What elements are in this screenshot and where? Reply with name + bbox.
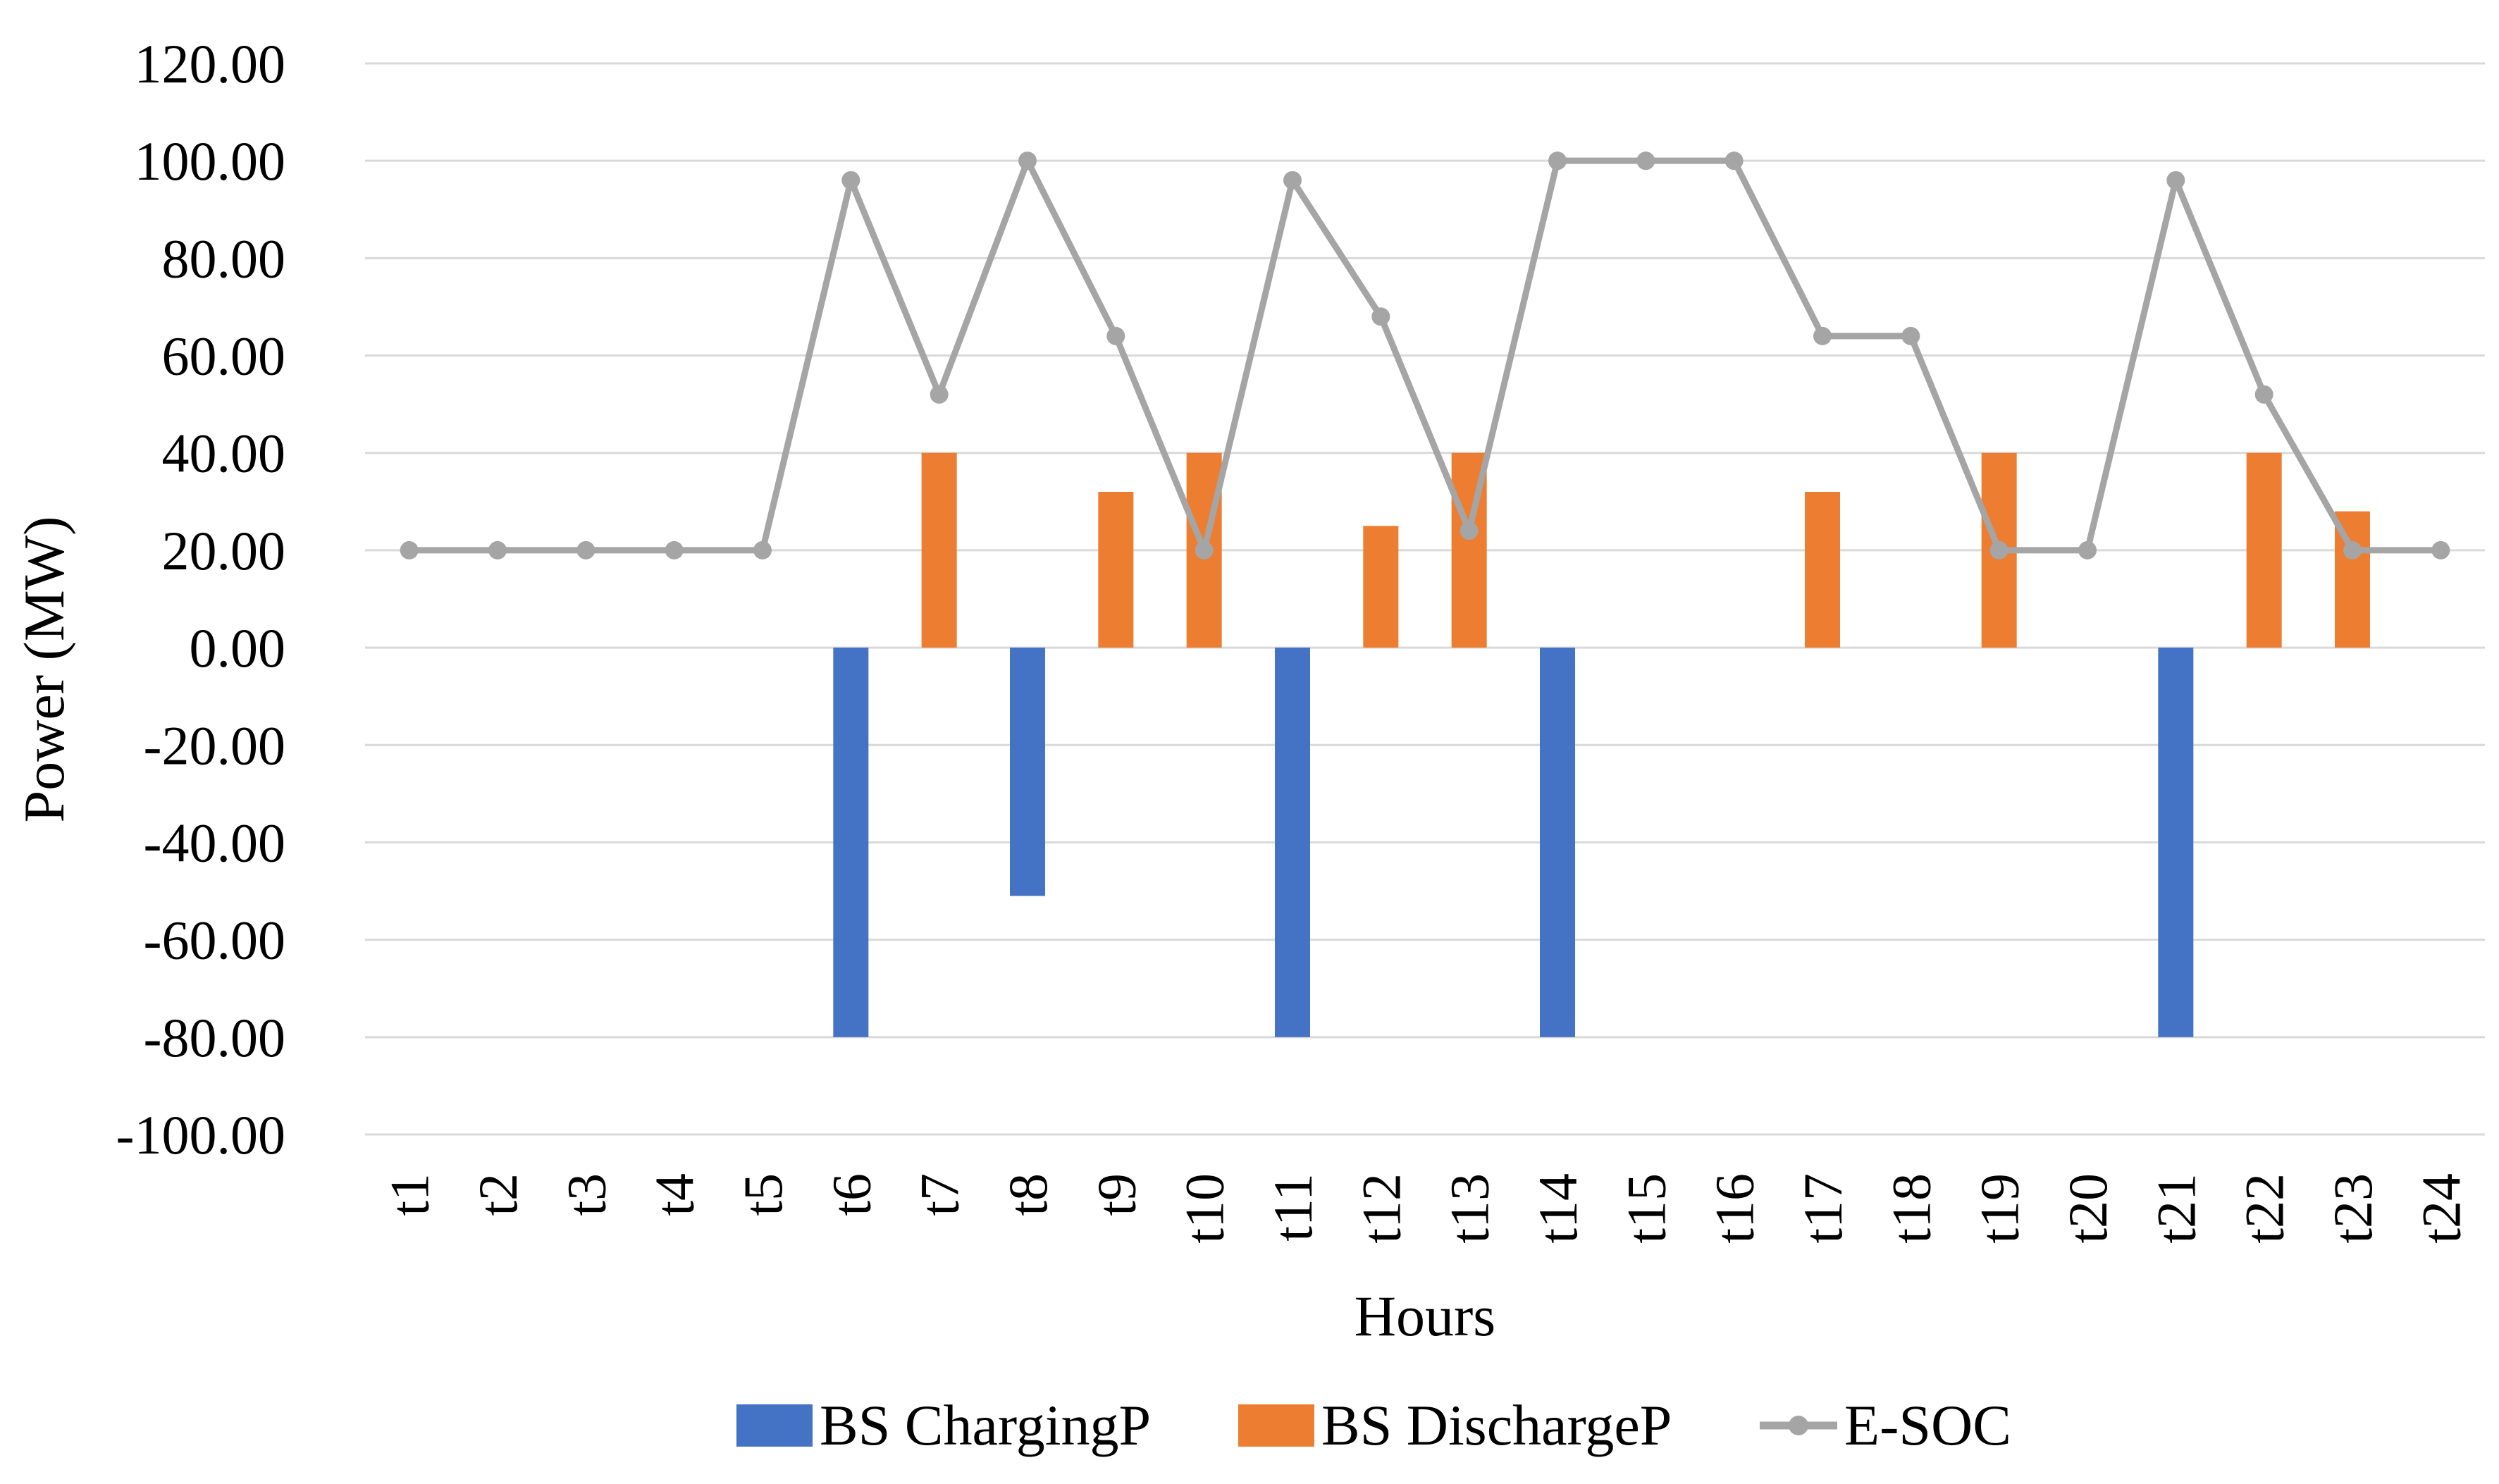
legend-swatch-discharge [1238, 1404, 1314, 1447]
esoc-point [1460, 521, 1479, 540]
x-tick-label: t6 [820, 1173, 882, 1216]
x-tick-label: t12 [1350, 1173, 1412, 1244]
esoc-point [1195, 540, 1214, 559]
esoc-point [1901, 326, 1920, 345]
x-tick-label: t15 [1615, 1173, 1677, 1244]
y-tick-label: 80.00 [162, 228, 286, 289]
esoc-point [1636, 152, 1655, 171]
y-tick-label: 120.00 [135, 33, 286, 94]
legend-swatch-esoc-marker [1789, 1416, 1808, 1435]
bars [833, 452, 2370, 1037]
y-tick-label: -60.00 [144, 910, 285, 971]
x-tick-label: t22 [2234, 1173, 2295, 1244]
x-tick-label: t10 [1174, 1173, 1235, 1244]
x-tick-label: t23 [2322, 1173, 2383, 1244]
esoc-point [753, 540, 772, 559]
esoc-point [930, 385, 949, 404]
esoc-point [1018, 152, 1037, 171]
charging-bar [1010, 648, 1045, 896]
esoc-point [1989, 540, 2009, 559]
esoc-point [2166, 171, 2185, 190]
x-tick-label: t24 [2410, 1173, 2472, 1244]
legend-label-charging: BS ChargingP [820, 1393, 1151, 1457]
esoc-point [1813, 326, 1832, 345]
discharge-bar [921, 452, 957, 648]
charging-bar [2158, 648, 2194, 1037]
x-tick-label: t5 [732, 1173, 794, 1216]
esoc-point [1548, 152, 1567, 171]
x-tick-label: t21 [2145, 1173, 2207, 1244]
esoc-point [2254, 385, 2273, 404]
legend: BS ChargingP BS DischargeP E-SOC [736, 1393, 2011, 1457]
x-tick-label: t1 [379, 1173, 440, 1216]
discharge-bar [1805, 492, 1840, 648]
y-tick-label: -20.00 [144, 715, 285, 776]
legend-swatch-charging [736, 1404, 813, 1447]
legend-label-esoc: E-SOC [1844, 1393, 2011, 1457]
x-tick-label: t13 [1439, 1173, 1500, 1244]
y-axis-ticks: 120.00 100.00 80.00 60.00 40.00 20.00 0.00 -20.… [116, 33, 285, 1165]
x-tick-label: t19 [1969, 1173, 2030, 1244]
y-tick-label: 60.00 [162, 326, 286, 387]
y-tick-label: 40.00 [162, 423, 286, 484]
x-axis-title: Hours [1355, 1284, 1495, 1348]
discharge-bar [2246, 452, 2282, 648]
x-tick-label: t18 [1880, 1173, 1942, 1244]
x-tick-label: t3 [555, 1173, 617, 1216]
esoc-point [2431, 540, 2450, 559]
esoc-line [400, 152, 2450, 559]
esoc-point [1724, 152, 1744, 171]
discharge-bar [1363, 526, 1399, 648]
x-tick-label: t7 [909, 1173, 970, 1216]
esoc-point [2078, 540, 2097, 559]
esoc-point [665, 540, 684, 559]
esoc-point [488, 540, 507, 559]
y-tick-label: 0.00 [190, 617, 286, 679]
x-tick-label: t4 [644, 1173, 705, 1216]
x-tick-label: t20 [2057, 1173, 2118, 1244]
y-tick-label: -80.00 [144, 1007, 285, 1068]
esoc-point [1106, 326, 1125, 345]
charging-bar [1275, 648, 1310, 1037]
x-tick-label: t2 [467, 1173, 529, 1216]
charging-bar [833, 648, 869, 1037]
esoc-point [576, 540, 596, 559]
y-tick-label: -40.00 [144, 812, 285, 873]
x-tick-label: t9 [1085, 1173, 1147, 1216]
x-tick-label: t8 [997, 1173, 1059, 1216]
x-tick-label: t14 [1527, 1173, 1588, 1244]
x-tick-label: t11 [1262, 1173, 1323, 1242]
x-axis-ticks: t1 t2 t3 t4 t5 t6 t7 t8 t9 t10 t11 t12 t13 t14 t15 t16 t… [379, 1173, 2472, 1244]
legend-label-discharge: BS DischargeP [1321, 1393, 1672, 1457]
y-tick-label: -100.00 [116, 1104, 285, 1165]
x-tick-label: t16 [1704, 1173, 1765, 1244]
esoc-point [1283, 171, 1302, 190]
esoc-point [841, 171, 860, 190]
y-tick-label: 100.00 [135, 130, 286, 192]
y-axis-title: Power (MW) [12, 517, 76, 823]
esoc-point [2343, 540, 2362, 559]
esoc-point [400, 540, 419, 559]
discharge-bar [1098, 492, 1134, 648]
esoc-point [1371, 307, 1390, 326]
esoc-polyline [409, 157, 2441, 554]
charging-bar [1540, 648, 1575, 1037]
y-tick-label: 20.00 [162, 520, 286, 581]
x-tick-label: t17 [1792, 1173, 1853, 1244]
